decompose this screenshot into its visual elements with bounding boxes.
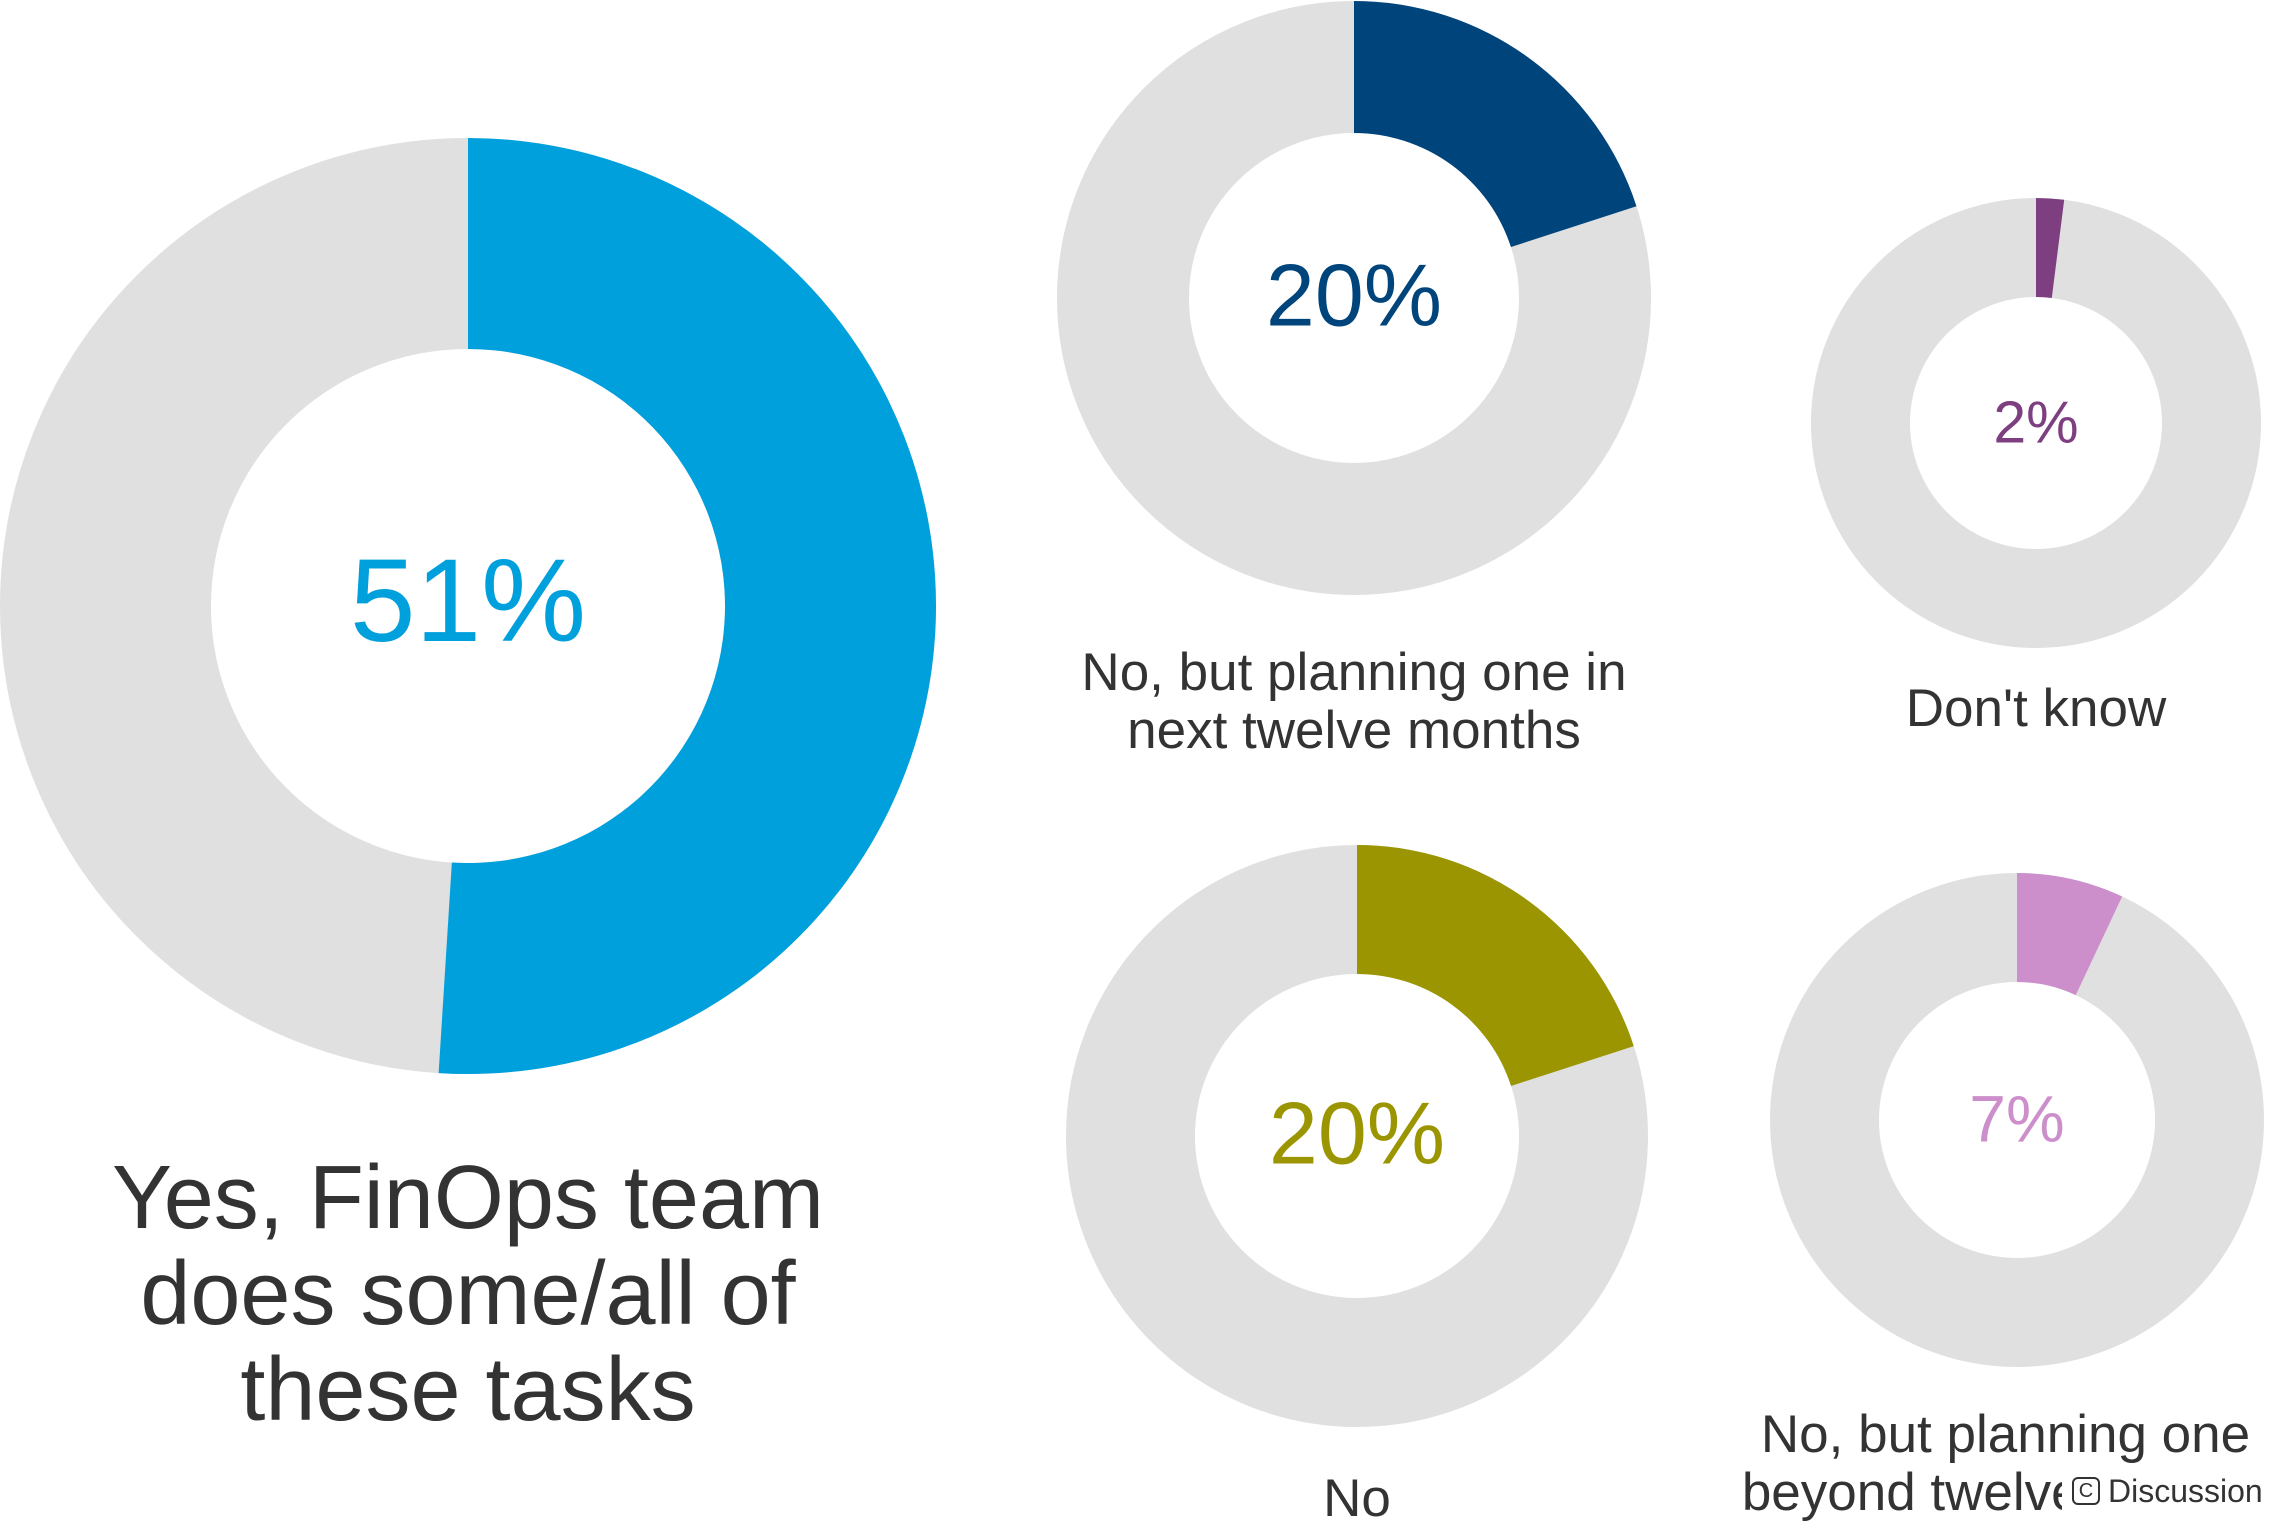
discussion-icon: C bbox=[2072, 1477, 2100, 1505]
donut-slice bbox=[2017, 873, 2123, 996]
category-label: Don't know bbox=[1905, 679, 2167, 738]
donut-slice bbox=[2036, 198, 2065, 298]
value-label: 51% bbox=[350, 535, 586, 667]
donut-slice bbox=[1357, 845, 1634, 1086]
category-label: No, but planning one in next twelve mont… bbox=[1081, 643, 1627, 760]
value-label: 20% bbox=[1269, 1083, 1445, 1182]
discussion-button[interactable]: C Discussion bbox=[2062, 1466, 2284, 1516]
value-label: 2% bbox=[1993, 390, 2078, 456]
category-label: Yes, FinOps team does some/all of these … bbox=[111, 1148, 824, 1440]
donut-slice bbox=[1354, 1, 1637, 248]
discussion-label: Discussion bbox=[2108, 1472, 2263, 1509]
value-label: 20% bbox=[1266, 245, 1442, 344]
donut-slice bbox=[438, 138, 936, 1074]
value-label: 7% bbox=[1969, 1081, 2064, 1155]
category-label: No bbox=[1323, 1469, 1391, 1528]
